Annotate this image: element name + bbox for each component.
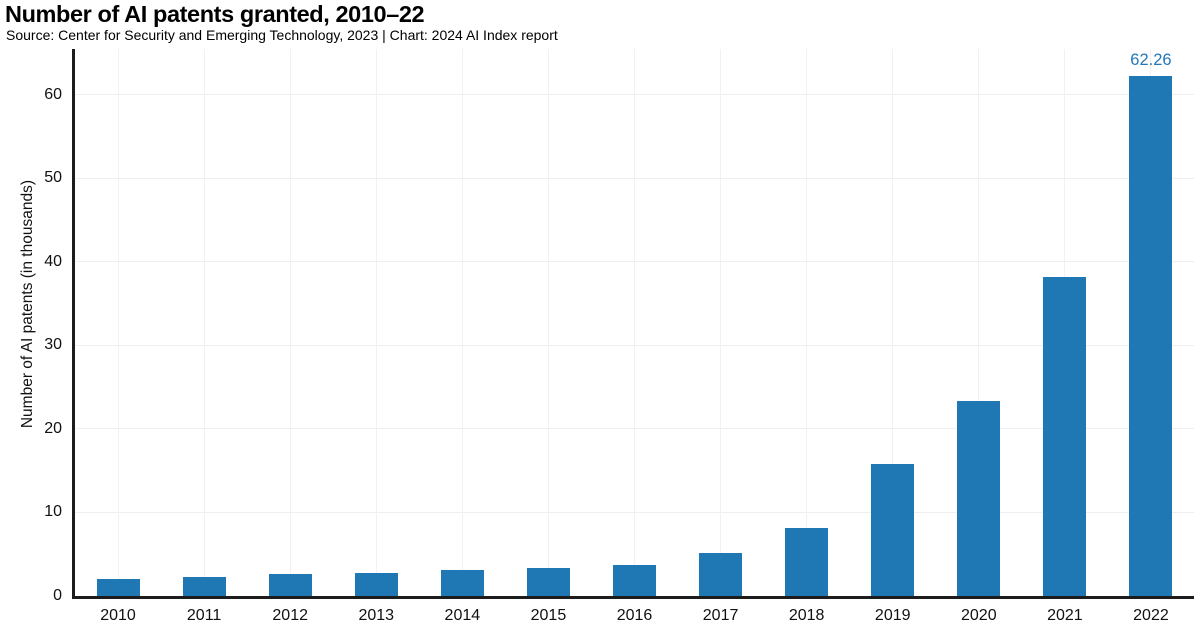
x-tick-label-2010: 2010 xyxy=(100,607,136,624)
bar-2017 xyxy=(699,553,743,596)
gridline-v-2010 xyxy=(117,49,119,596)
gridline-v-2011 xyxy=(203,49,205,596)
x-tick-label-2021: 2021 xyxy=(1047,607,1083,624)
x-tick-label-2013: 2013 xyxy=(358,607,395,624)
gridline-v-2016 xyxy=(634,49,635,596)
bar-2013 xyxy=(354,573,398,596)
y-tick-label-20: 20 xyxy=(44,419,62,437)
bar-2021 xyxy=(1043,276,1087,596)
gridline-v-2015 xyxy=(547,49,549,596)
bar-2011 xyxy=(182,576,226,596)
bar-2010 xyxy=(96,579,140,596)
gridline-v-2017 xyxy=(720,49,722,596)
bar-2020 xyxy=(957,400,1001,596)
bar-2019 xyxy=(871,464,915,596)
x-tick-label-2020: 2020 xyxy=(961,607,997,624)
y-tick-label-40: 40 xyxy=(44,252,62,270)
x-tick-label-2011: 2011 xyxy=(186,607,222,624)
y-tick-label-60: 60 xyxy=(44,85,62,103)
y-tick-label-10: 10 xyxy=(44,503,62,521)
gridline-v-2014 xyxy=(461,49,463,596)
bar-2014 xyxy=(440,570,484,596)
y-axis-title: Number of AI patents (in thousands) xyxy=(19,179,36,429)
y-tick-label-0: 0 xyxy=(53,587,62,604)
gridline-v-2013 xyxy=(375,49,377,596)
chart-title: Number of AI patents granted, 2010–22 xyxy=(5,1,425,27)
bar-value-label-2022: 62.26 xyxy=(1130,51,1172,70)
gridline-v-2020 xyxy=(978,49,980,596)
gridline-v-2019 xyxy=(892,49,894,596)
chart-source-line: Source: Center for Security and Emerging… xyxy=(6,27,558,43)
bar-2016 xyxy=(613,565,656,596)
x-tick-label-2014: 2014 xyxy=(444,607,481,624)
y-tick-label-50: 50 xyxy=(44,169,62,187)
bar-2018 xyxy=(785,528,829,596)
x-tick-label-2018: 2018 xyxy=(788,607,825,624)
x-tick-label-2017: 2017 xyxy=(702,607,739,624)
x-tick-label-2019: 2019 xyxy=(874,607,911,624)
bar-2012 xyxy=(268,574,312,596)
plot-area: 0 10 20 30 40 50 60 2010 2011 2012 2013 2014 2015 201… xyxy=(44,49,1194,624)
y-axis-title-wrap: Number of AI patents (in thousands) xyxy=(16,29,40,579)
bar-2015 xyxy=(526,567,570,596)
x-tick-label-2016: 2016 xyxy=(616,607,653,624)
x-tick-label-2012: 2012 xyxy=(272,607,308,624)
bar-2022 xyxy=(1129,76,1173,596)
x-tick-label-2015: 2015 xyxy=(530,607,567,624)
gridline-v-2018 xyxy=(806,49,808,596)
y-tick-label-30: 30 xyxy=(44,336,62,354)
gridline-v-2012 xyxy=(289,49,291,596)
x-tick-label-2022: 2022 xyxy=(1133,607,1169,624)
